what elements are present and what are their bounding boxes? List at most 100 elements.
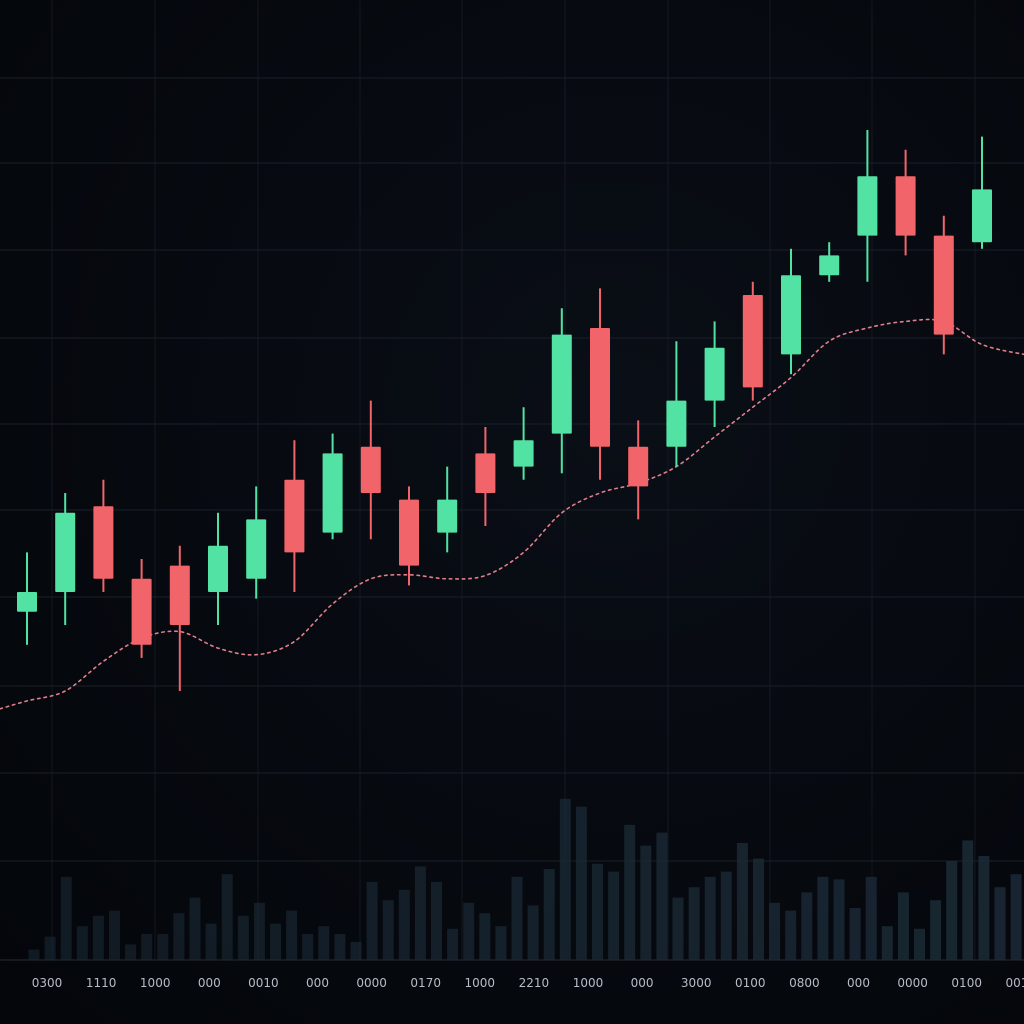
volume-bar xyxy=(270,923,281,960)
volume-bar xyxy=(221,874,233,960)
volume-bar xyxy=(946,861,958,960)
candle-down xyxy=(933,215,954,355)
volume-bar xyxy=(76,926,88,960)
candle-down xyxy=(131,559,152,658)
candle-body xyxy=(895,176,916,236)
volume-bar xyxy=(157,934,169,960)
candle-body xyxy=(55,512,76,592)
moving-average xyxy=(0,318,1024,710)
volume-bar xyxy=(704,876,716,960)
candle-body xyxy=(628,446,649,487)
volume-bar xyxy=(753,858,764,960)
candle-body xyxy=(933,235,954,335)
volume-bar xyxy=(881,926,893,960)
volume-bar xyxy=(189,897,201,960)
candle-up xyxy=(322,433,343,540)
volume-bar xyxy=(640,845,652,960)
x-tick-label: 1110 xyxy=(86,976,117,990)
candle-down xyxy=(895,149,916,256)
candle-body xyxy=(208,545,228,592)
candle-up xyxy=(437,466,458,553)
volume-bar xyxy=(978,856,990,960)
candle-up xyxy=(246,486,267,599)
volume-bar xyxy=(833,879,845,960)
candle-body xyxy=(704,347,725,401)
volume-bar xyxy=(141,934,153,960)
candles xyxy=(17,130,992,691)
volume-bar xyxy=(801,892,813,960)
volume-bar xyxy=(656,832,668,960)
candle-body xyxy=(17,592,37,612)
candle-body xyxy=(322,453,343,533)
volume-bar xyxy=(60,876,72,960)
candle-down xyxy=(284,440,305,592)
volume-bar xyxy=(237,915,249,960)
x-tick-label: 0000 xyxy=(356,976,387,990)
volume-bar xyxy=(253,902,265,960)
volume-bar xyxy=(286,910,298,960)
volume-bars xyxy=(28,798,1022,960)
volume-bar xyxy=(624,824,636,960)
volume-bar xyxy=(865,876,877,960)
x-tick-label: 000 xyxy=(198,976,221,990)
candle-body xyxy=(551,334,572,434)
x-tick-label: 0800 xyxy=(789,976,820,990)
candle-up xyxy=(704,321,725,427)
candle-body xyxy=(246,519,267,579)
volume-bar xyxy=(205,923,217,960)
x-tick-label: 0010 xyxy=(248,976,279,990)
volume-bar xyxy=(962,840,974,960)
moving-average-line xyxy=(0,318,1024,710)
candle-up xyxy=(55,493,76,625)
candle-body xyxy=(284,479,305,553)
candle-body xyxy=(857,176,878,236)
candle-down xyxy=(399,486,419,586)
candle-up xyxy=(551,308,572,474)
x-tick-label: 000 xyxy=(306,976,329,990)
x-tick-label: 3000 xyxy=(681,976,712,990)
x-tick-label: 0010 xyxy=(1006,976,1024,990)
candle-up xyxy=(819,242,840,282)
volume-bar xyxy=(897,892,909,960)
volume-bar xyxy=(688,887,700,960)
volume-bar xyxy=(302,934,314,960)
volume-bar xyxy=(398,889,410,960)
volume-bar xyxy=(431,882,442,960)
volume-bar xyxy=(720,871,732,960)
x-tick-label: 1000 xyxy=(140,976,171,990)
volume-bar xyxy=(414,866,426,960)
candle-body xyxy=(475,453,496,493)
x-tick-label: 000 xyxy=(847,976,870,990)
candle-body xyxy=(972,189,992,243)
volume-bar xyxy=(479,913,491,960)
candle-up xyxy=(972,136,992,249)
volume-bar xyxy=(769,902,781,960)
volume-bar xyxy=(92,915,104,960)
candle-body xyxy=(360,446,381,493)
candle-up xyxy=(781,248,801,375)
volume-bar xyxy=(173,913,185,960)
x-tick-label: 0100 xyxy=(735,976,766,990)
candle-body xyxy=(437,499,458,533)
volume-bar xyxy=(447,928,459,960)
candle-body xyxy=(742,295,763,388)
volume-bar xyxy=(817,876,829,960)
volume-bar xyxy=(592,863,603,960)
volume-bar xyxy=(511,876,523,960)
x-tick-label: 0000 xyxy=(897,976,928,990)
candle-body xyxy=(513,440,534,467)
candle-up xyxy=(513,407,534,480)
volume-bar xyxy=(495,926,507,960)
x-tick-label: 0100 xyxy=(951,976,982,990)
volume-bar xyxy=(849,908,861,960)
candle-body xyxy=(781,275,801,355)
volume-bar xyxy=(318,926,330,960)
volume-bar xyxy=(382,900,394,960)
volume-bar xyxy=(930,900,942,960)
x-tick-label: 0170 xyxy=(410,976,441,990)
volume-bar xyxy=(28,949,40,960)
volume-bar xyxy=(994,887,1006,960)
x-axis: 0300 1110 1000 000 0010 000 0000 0170 1000 2210 10… xyxy=(32,976,1024,990)
volume-bar xyxy=(1010,874,1022,960)
volume-bar xyxy=(736,843,748,960)
